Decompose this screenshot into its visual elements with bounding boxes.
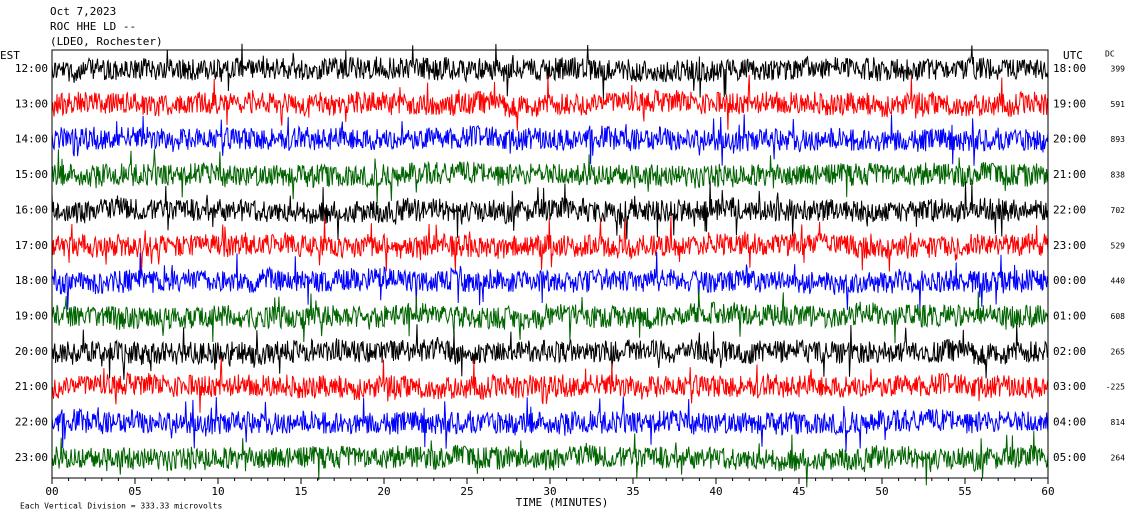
x-tick-label: 05 [128,485,141,498]
est-time-label: 14:00 [15,133,48,146]
seismic-trace [51,216,1049,272]
right-label: UTC [1063,49,1083,62]
dc-value: 440 [1111,277,1126,286]
seismic-trace [51,288,1049,344]
utc-time-label: 03:00 [1053,380,1086,393]
x-tick-label: 55 [958,485,971,498]
header-line: (LDEO, Rochester) [50,35,163,48]
x-tick-label: 10 [211,485,224,498]
seismic-trace [51,180,1049,240]
est-time-label: 15:00 [15,168,48,181]
x-tick-label: 00 [45,485,58,498]
dc-value: 265 [1111,347,1126,356]
dc-value: 264 [1111,453,1126,462]
dc-value: 608 [1111,312,1126,321]
utc-time-label: 01:00 [1053,310,1086,323]
dc-value: 399 [1111,65,1126,74]
seismic-trace [51,430,1049,488]
x-axis-title: TIME (MINUTES) [516,496,609,509]
utc-time-label: 00:00 [1053,274,1086,287]
est-time-label: 21:00 [15,380,48,393]
seismic-trace [51,74,1049,131]
x-tick-label: 20 [377,485,390,498]
seismic-trace [51,149,1049,205]
dc-value: 838 [1111,171,1126,180]
x-tick-label: 35 [626,485,639,498]
dc-value: 814 [1111,418,1126,427]
utc-time-label: 20:00 [1053,133,1086,146]
est-time-label: 18:00 [15,274,48,287]
seismic-trace [51,43,1049,99]
seismic-trace [51,252,1049,311]
est-time-label: 16:00 [15,203,48,216]
est-time-label: 23:00 [15,451,48,464]
dc-value: -225 [1106,383,1125,392]
dc-value: 529 [1111,241,1126,250]
seismic-trace [51,396,1049,452]
utc-time-label: 05:00 [1053,451,1086,464]
x-tick-label: 50 [875,485,888,498]
est-time-label: 20:00 [15,345,48,358]
utc-time-label: 04:00 [1053,416,1086,429]
est-time-label: 13:00 [15,97,48,110]
seismic-trace [51,114,1049,166]
utc-time-label: 18:00 [1053,62,1086,75]
est-time-label: 17:00 [15,239,48,252]
x-tick-label: 15 [294,485,307,498]
utc-time-label: 23:00 [1053,239,1086,252]
x-tick-label: 25 [460,485,473,498]
seismic-trace [51,323,1049,380]
dc-value: 893 [1111,135,1126,144]
x-tick-label: 60 [1041,485,1054,498]
utc-time-label: 19:00 [1053,97,1086,110]
utc-time-label: 21:00 [1053,168,1086,181]
left-label: EST [0,49,20,62]
utc-time-label: 02:00 [1053,345,1086,358]
dc-value: 591 [1111,100,1126,109]
est-time-label: 19:00 [15,310,48,323]
x-tick-label: 40 [709,485,722,498]
x-tick-label: 30 [543,485,556,498]
footer: Each Vertical Division = 333.33 microvol… [20,502,222,511]
seismic-trace [51,357,1049,413]
header-line: Oct 7,2023 [50,5,116,18]
dc-label: DC [1105,50,1115,59]
traces [51,43,1049,488]
x-tick-label: 45 [792,485,805,498]
est-time-label: 12:00 [15,62,48,75]
dc-value: 702 [1111,206,1126,215]
est-time-label: 22:00 [15,416,48,429]
header-line: ROC HHE LD -- [50,20,136,33]
utc-time-label: 22:00 [1053,203,1086,216]
